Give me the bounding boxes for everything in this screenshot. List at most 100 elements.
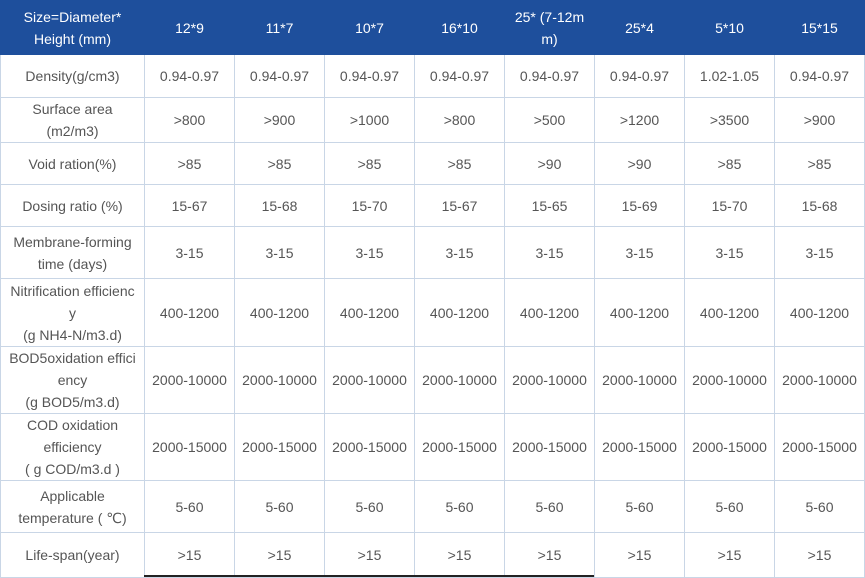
header-size-cell: 16*10 (414, 0, 505, 55)
value-cell: 2000-15000 (594, 413, 685, 481)
value-cell: 5-60 (234, 480, 325, 533)
value-cell: >15 (234, 532, 325, 578)
value-cell: 15-69 (594, 184, 685, 227)
row-label-cell: Dosing ratio (%) (0, 184, 145, 227)
value-cell: 1.02-1.05 (684, 54, 775, 98)
value-cell: 2000-15000 (324, 413, 415, 481)
value-cell: 5-60 (144, 480, 235, 533)
value-cell: 2000-15000 (144, 413, 235, 481)
value-cell: 400-1200 (504, 278, 595, 347)
value-cell: 2000-15000 (774, 413, 865, 481)
row-label-cell: Void ration(%) (0, 142, 145, 185)
value-cell: >500 (504, 97, 595, 143)
value-cell: 2000-10000 (594, 346, 685, 414)
row-label-cell: Applicable temperature ( ℃) (0, 480, 145, 533)
value-cell: >90 (504, 142, 595, 185)
value-cell: 15-68 (774, 184, 865, 227)
value-cell: >15 (144, 532, 235, 578)
value-cell: 2000-15000 (234, 413, 325, 481)
row-label-cell: Membrane-forming time (days) (0, 226, 145, 279)
value-cell: 5-60 (504, 480, 595, 533)
value-cell: 3-15 (324, 226, 415, 279)
value-cell: 0.94-0.97 (234, 54, 325, 98)
value-cell: 15-65 (504, 184, 595, 227)
value-cell: 5-60 (324, 480, 415, 533)
value-cell: >85 (684, 142, 775, 185)
value-cell: 5-60 (414, 480, 505, 533)
table-row: Void ration(%) >85 >85 >85 >85 >90 >90 >85 >85 (0, 142, 865, 185)
value-cell: >15 (774, 532, 865, 578)
value-cell: 2000-10000 (684, 346, 775, 414)
value-cell: 3-15 (504, 226, 595, 279)
value-cell: >85 (774, 142, 865, 185)
bottom-rule (144, 575, 594, 577)
value-cell: 400-1200 (234, 278, 325, 347)
value-cell: 0.94-0.97 (324, 54, 415, 98)
value-cell: >85 (144, 142, 235, 185)
value-cell: >3500 (684, 97, 775, 143)
value-cell: >900 (774, 97, 865, 143)
value-cell: 3-15 (684, 226, 775, 279)
table-row: Membrane-forming time (days) 3-15 3-15 3-15… (0, 226, 865, 279)
table-row: COD oxidation efficiency ( g COD/m3.d ) 2… (0, 413, 865, 481)
value-cell: 15-67 (414, 184, 505, 227)
header-size-cell: 11*7 (234, 0, 325, 55)
value-cell: 5-60 (774, 480, 865, 533)
value-cell: 0.94-0.97 (414, 54, 505, 98)
value-cell: 2000-15000 (414, 413, 505, 481)
value-cell: 5-60 (594, 480, 685, 533)
table-row: Surface area (m2/m3) >800 >900 >1000 >800 >50… (0, 97, 865, 143)
header-size-cell: 25*4 (594, 0, 685, 55)
value-cell: 2000-10000 (324, 346, 415, 414)
value-cell: 15-67 (144, 184, 235, 227)
table-row: Dosing ratio (%) 15-67 15-68 15-70 15-67 15-6… (0, 184, 865, 227)
row-label-cell: BOD5oxidation effici ency (g BOD5/m3.d) (0, 346, 145, 414)
value-cell: >15 (504, 532, 595, 578)
row-label-cell: Surface area (m2/m3) (0, 97, 145, 143)
value-cell: 400-1200 (144, 278, 235, 347)
value-cell: 3-15 (414, 226, 505, 279)
table-row: Density(g/cm3) 0.94-0.97 0.94-0.97 0.94-0.9… (0, 54, 865, 98)
value-cell: 2000-15000 (684, 413, 775, 481)
value-cell: >900 (234, 97, 325, 143)
value-cell: 2000-10000 (414, 346, 505, 414)
table-row: Nitrification efficienc y (g NH4-N/m3.d)… (0, 278, 865, 347)
value-cell: 2000-10000 (144, 346, 235, 414)
header-size-cell: 5*10 (684, 0, 775, 55)
value-cell: >800 (144, 97, 235, 143)
header-row: Size=Diameter* Height (mm) 12*9 11*7 10*7 1… (0, 0, 865, 55)
value-cell: >85 (414, 142, 505, 185)
value-cell: 0.94-0.97 (774, 54, 865, 98)
header-size-cell: 12*9 (144, 0, 235, 55)
value-cell: 5-60 (684, 480, 775, 533)
value-cell: 0.94-0.97 (504, 54, 595, 98)
value-cell: >15 (594, 532, 685, 578)
row-label-cell: COD oxidation efficiency ( g COD/m3.d ) (0, 413, 145, 481)
value-cell: >15 (414, 532, 505, 578)
value-cell: 3-15 (594, 226, 685, 279)
value-cell: 0.94-0.97 (144, 54, 235, 98)
value-cell: 400-1200 (324, 278, 415, 347)
value-cell: 0.94-0.97 (594, 54, 685, 98)
value-cell: 2000-10000 (234, 346, 325, 414)
table-row: Life-span(year) >15 >15 >15 >15 >15 >15 >15 >15 (0, 532, 865, 578)
value-cell: >1000 (324, 97, 415, 143)
table-row: BOD5oxidation effici ency (g BOD5/m3.d) 2… (0, 346, 865, 414)
value-cell: >90 (594, 142, 685, 185)
value-cell: 400-1200 (774, 278, 865, 347)
value-cell: >85 (234, 142, 325, 185)
value-cell: 400-1200 (594, 278, 685, 347)
row-label-cell: Density(g/cm3) (0, 54, 145, 98)
value-cell: 3-15 (774, 226, 865, 279)
value-cell: 2000-10000 (504, 346, 595, 414)
header-size-cell: 10*7 (324, 0, 415, 55)
value-cell: 15-70 (324, 184, 415, 227)
row-label-cell: Life-span(year) (0, 532, 145, 578)
value-cell: >1200 (594, 97, 685, 143)
header-size-cell: 15*15 (774, 0, 865, 55)
value-cell: >15 (324, 532, 415, 578)
header-label-cell: Size=Diameter* Height (mm) (0, 0, 145, 55)
value-cell: 2000-15000 (504, 413, 595, 481)
value-cell: 15-68 (234, 184, 325, 227)
